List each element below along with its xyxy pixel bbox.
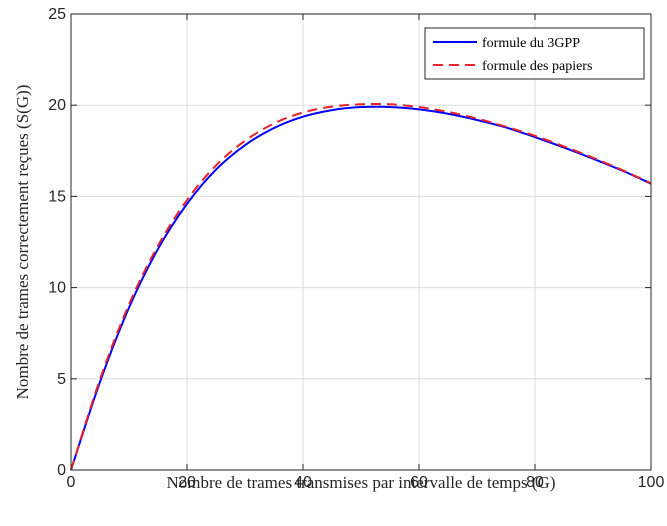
x-tick-label: 60 bbox=[410, 474, 428, 491]
legend-label-papiers: formule des papiers bbox=[482, 59, 592, 74]
plot-frame bbox=[70, 13, 652, 471]
series-lines bbox=[70, 102, 652, 471]
legend: formule du 3GPP formule des papiers bbox=[424, 27, 645, 80]
x-axis-label: Nombre de trames transmises par interval… bbox=[167, 473, 556, 492]
y-tick-label: 0 bbox=[57, 462, 66, 479]
x-tick-label: 100 bbox=[638, 474, 665, 491]
x-tick-label: 40 bbox=[294, 474, 312, 491]
y-tick-label: 5 bbox=[57, 371, 66, 388]
y-tick-label: 15 bbox=[48, 188, 66, 205]
y-tick-label: 20 bbox=[48, 97, 66, 114]
plot-area bbox=[71, 14, 651, 470]
x-tick-label: 20 bbox=[178, 474, 196, 491]
axis-ticks: 0 20 40 60 80 100 0 5 10 15 20 25 bbox=[48, 6, 664, 491]
legend-box bbox=[424, 27, 645, 80]
x-tick-label: 80 bbox=[526, 474, 544, 491]
y-tick-label: 10 bbox=[48, 280, 66, 297]
series-line-3gpp bbox=[70, 105, 652, 471]
y-axis-label: Nombre de trames correctement reçues (S(… bbox=[13, 85, 32, 400]
legend-label-3gpp: formule du 3GPP bbox=[482, 36, 580, 51]
series-line-papiers bbox=[70, 102, 652, 471]
y-tick-label: 25 bbox=[48, 6, 66, 23]
x-tick-label: 0 bbox=[67, 474, 76, 491]
